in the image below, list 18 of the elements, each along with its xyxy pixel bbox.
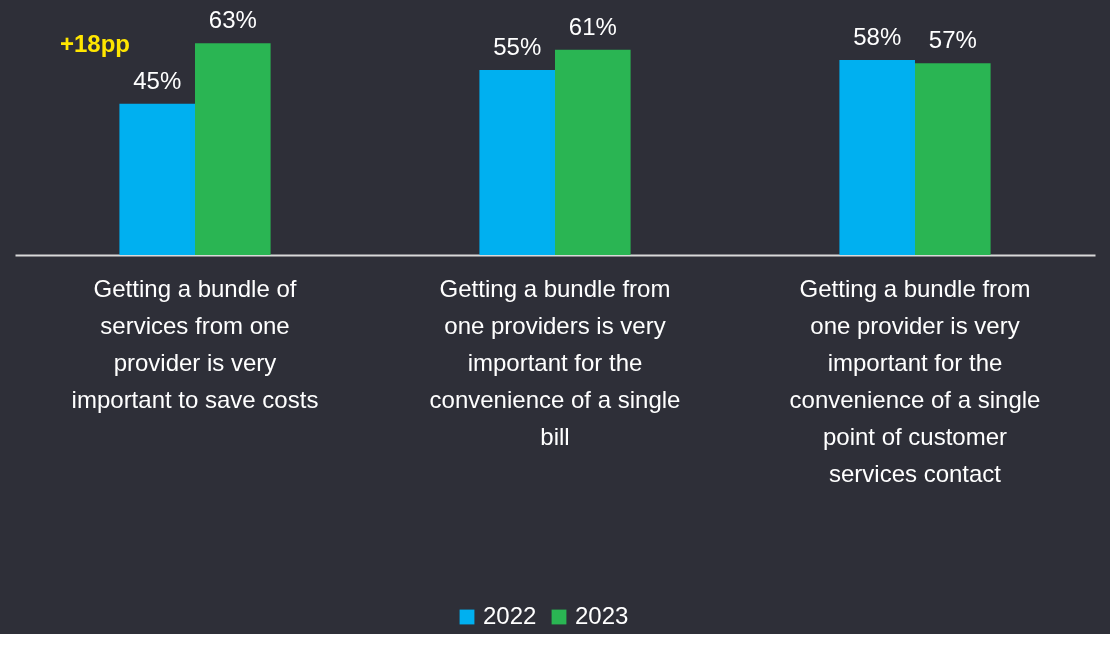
data-label: 63% <box>208 6 257 34</box>
bar <box>915 63 991 255</box>
legend-label: 2022 <box>483 602 537 629</box>
bar <box>195 43 271 255</box>
data-label: 61% <box>568 12 617 40</box>
x-tick-label: Getting a bundle from one providers is very important for the convenience of a single bill <box>429 274 681 450</box>
data-label: 57% <box>928 26 977 54</box>
bar <box>119 103 195 255</box>
legend-label: 2023 <box>575 602 629 629</box>
data-label: 55% <box>493 33 542 61</box>
annotation: +18pp <box>60 30 131 57</box>
bar <box>479 70 555 255</box>
bar <box>839 59 915 255</box>
x-tick-label: Getting a bundle from one provider is very important for the convenience of a single point of customer services contact <box>789 274 1041 487</box>
data-label: 45% <box>133 66 182 94</box>
x-tick-label: Getting a bundle of services from one provider is very important to save costs <box>71 274 319 413</box>
data-label: 58% <box>853 22 902 50</box>
bar <box>555 49 631 255</box>
